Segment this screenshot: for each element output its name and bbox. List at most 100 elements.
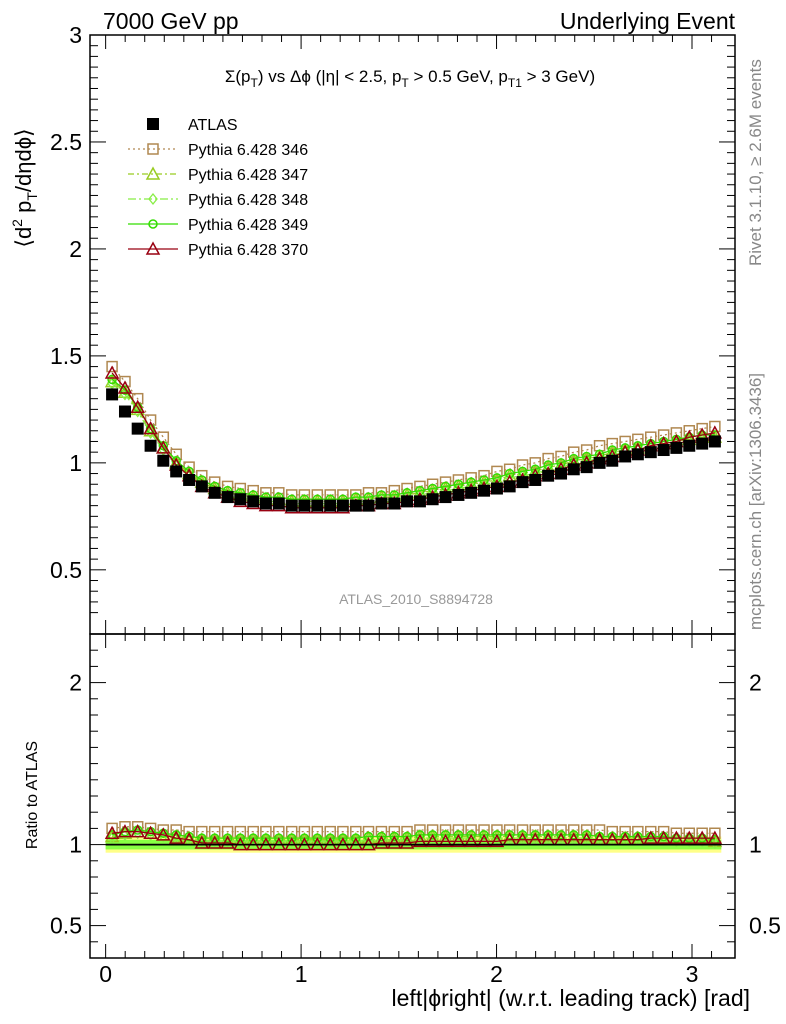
legend-label: ATLAS xyxy=(188,117,238,134)
x-axis-title: left|ϕright| (w.r.t. leading track) [rad… xyxy=(392,985,750,1011)
ratio-data-point xyxy=(350,835,361,848)
data-point xyxy=(388,484,401,497)
atlas-data-point xyxy=(426,493,439,506)
data-point xyxy=(581,451,592,462)
ratio-data-point xyxy=(351,833,361,843)
ratio-data-point xyxy=(299,835,310,848)
ratio-data-point xyxy=(466,830,476,840)
ratio-data-point xyxy=(466,832,476,845)
atlas-data-point xyxy=(708,435,721,448)
atlas-data-point xyxy=(413,495,426,508)
atlas-data-point xyxy=(170,465,183,478)
ratio-data-point xyxy=(682,830,697,844)
legend-entry: ATLAS xyxy=(147,117,238,134)
ratio-data-point xyxy=(235,833,246,843)
atlas-data-point xyxy=(375,497,388,510)
ratio-data-point xyxy=(427,832,438,845)
ratio-data-point xyxy=(671,835,682,848)
ratio-data-point xyxy=(440,832,451,845)
atlas-data-point xyxy=(401,495,414,508)
ratio-data-point xyxy=(376,831,387,842)
ratio-data-point xyxy=(209,835,220,848)
series-line xyxy=(111,378,715,500)
atlas-data-point xyxy=(221,491,234,504)
y-tick-label: 1.5 xyxy=(50,343,82,369)
ratio-y-tick-label-right: 1 xyxy=(749,832,762,858)
ratio-data-point xyxy=(707,830,723,844)
atlas-data-point xyxy=(195,480,208,493)
ratio-data-point xyxy=(143,825,158,840)
atlas-data-point xyxy=(555,467,568,480)
legend-label: Pythia 6.428 349 xyxy=(188,217,308,234)
data-point xyxy=(569,453,579,464)
ratio-data-point xyxy=(299,833,310,843)
atlas-data-point xyxy=(670,441,683,454)
x-tick-label: 1 xyxy=(295,961,308,987)
ratio-data-point xyxy=(543,830,553,840)
ratio-data-point xyxy=(476,833,492,848)
data-point xyxy=(465,472,477,484)
ratio-data-point xyxy=(107,832,117,845)
ratio-data-point xyxy=(363,831,374,842)
ratio-data-point xyxy=(338,835,348,848)
atlas-data-point xyxy=(144,439,157,452)
atlas-data-point xyxy=(657,444,670,457)
ratio-data-point xyxy=(504,832,515,845)
ratio-data-point xyxy=(463,833,479,848)
data-point xyxy=(401,482,413,495)
ratio-data-point xyxy=(438,833,453,848)
main-plot-frame xyxy=(89,34,736,635)
ratio-data-point xyxy=(104,825,120,840)
x-tick-label: 0 xyxy=(99,961,112,987)
ratio-data-point xyxy=(425,833,440,848)
ratio-data-point xyxy=(222,835,233,848)
header-right-label: Underlying Event xyxy=(560,8,736,34)
ratio-y-axis-title: Ratio to ATLAS xyxy=(24,741,41,849)
data-point xyxy=(439,476,452,488)
atlas-data-point xyxy=(452,488,465,501)
atlas-data-point xyxy=(272,497,285,510)
ratio-data-point xyxy=(402,831,412,842)
ratio-data-point xyxy=(120,828,130,841)
data-point xyxy=(106,360,118,373)
data-point xyxy=(107,374,117,385)
ratio-data-point xyxy=(479,832,489,845)
legend-marker xyxy=(148,219,158,229)
ratio-plot: 0 1 2 3 0.5 0.5 1 1 2 2 xyxy=(50,633,781,987)
ratio-data-point xyxy=(274,833,284,843)
ratio-y-tick-label-right: 0.5 xyxy=(749,913,781,939)
ratio-data-point xyxy=(697,835,707,848)
atlas-data-point xyxy=(247,495,260,508)
atlas-data-point xyxy=(439,491,452,504)
ratio-data-point xyxy=(530,832,541,845)
ratio-data-point xyxy=(196,835,207,848)
x-tick-label: 3 xyxy=(686,961,699,987)
legend-entry: Pythia 6.428 346 xyxy=(128,142,308,159)
data-point xyxy=(130,399,145,413)
data-point xyxy=(478,469,490,482)
ratio-data-point xyxy=(453,830,464,840)
ratio-data-point xyxy=(694,830,710,844)
atlas-data-point xyxy=(298,499,311,512)
atlas-data-point xyxy=(208,486,221,499)
atlas-data-point xyxy=(529,473,542,486)
atlas-data-point xyxy=(593,456,606,469)
ratio-y-tick-label-right: 2 xyxy=(749,670,762,696)
main-plot: 0.5 1 1.5 2 2.5 3 ATLAS Pythia 6.428 346 Pythia … xyxy=(50,22,736,635)
ratio-data-point xyxy=(273,835,284,848)
ratio-data-point xyxy=(581,830,592,840)
ratio-data-point xyxy=(312,833,323,843)
ratio-y-tick-label: 1 xyxy=(69,832,82,858)
ratio-data-point xyxy=(248,833,258,843)
ratio-data-point xyxy=(117,824,133,838)
atlas-data-point xyxy=(362,499,375,512)
ratio-data-point xyxy=(197,833,207,843)
ratio-data-point xyxy=(415,830,425,840)
atlas-data-point xyxy=(311,499,324,512)
ratio-data-point xyxy=(530,830,540,840)
atlas-data-point xyxy=(336,499,349,512)
ratio-data-point xyxy=(556,832,566,845)
ratio-y-tick-label: 2 xyxy=(69,670,82,696)
atlas-data-point xyxy=(696,437,709,450)
